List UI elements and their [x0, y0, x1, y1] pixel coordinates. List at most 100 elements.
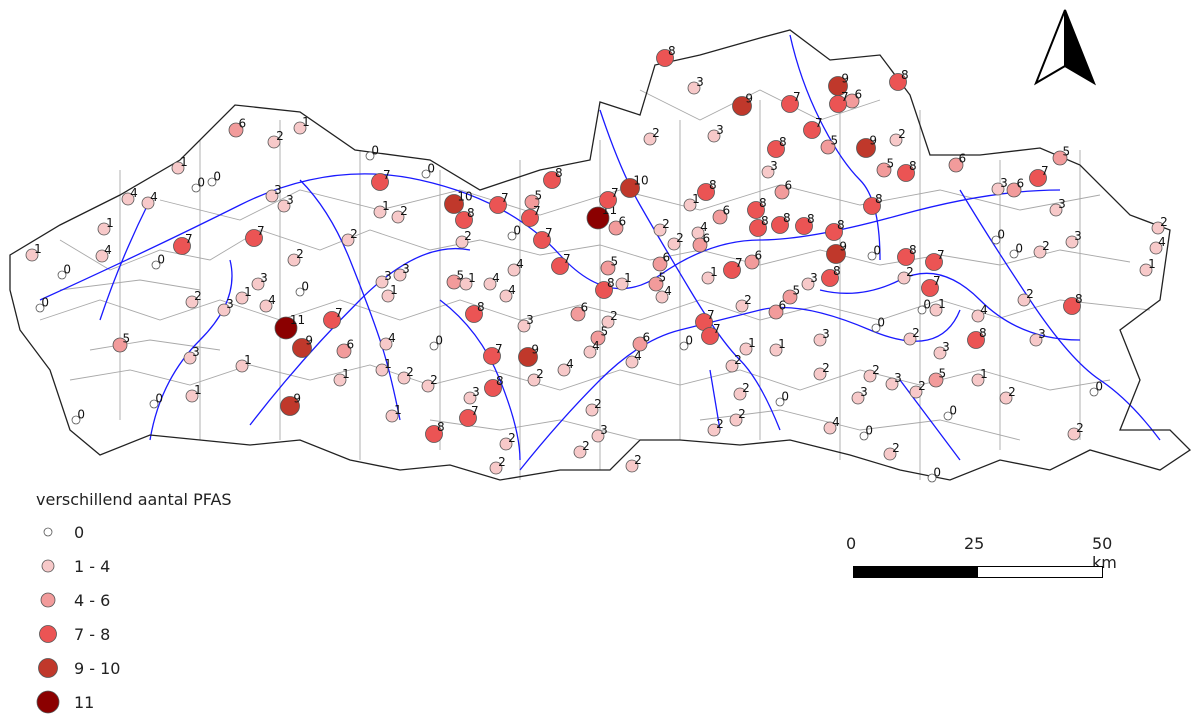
site-circle [801, 277, 815, 291]
site-marker: 6 [652, 251, 670, 272]
site-circle [217, 303, 231, 317]
site-circle [921, 279, 939, 297]
site-marker: 3 [1065, 229, 1082, 249]
site-label: 7 [841, 90, 849, 104]
site-marker: 6 [768, 299, 786, 320]
site-marker: 1 [333, 367, 350, 387]
site-circle [903, 332, 917, 346]
site-marker: 9 [280, 392, 301, 416]
site-circle [267, 135, 281, 149]
site-label: 8 [833, 264, 841, 278]
site-label: 8 [909, 243, 917, 257]
site-marker: 0 [421, 162, 435, 179]
site-marker: 0 [867, 244, 881, 261]
site-label: 11 [290, 313, 305, 327]
site-circle [769, 343, 783, 357]
site-marker: 1 [459, 271, 476, 291]
site-label: 1 [710, 265, 718, 279]
site-marker: 4 [507, 257, 524, 277]
legend-row: 4 - 6 [36, 583, 232, 617]
site-label: 2 [742, 381, 750, 395]
site-marker: 1 [235, 285, 252, 305]
site-label: 0 [923, 298, 931, 312]
site-label: 2 [610, 309, 618, 323]
site-label: 3 [810, 271, 818, 285]
scale-bar: 0 25 50 km [846, 534, 1117, 584]
site-circle [455, 211, 473, 229]
legend-row: 1 - 4 [36, 549, 232, 583]
site-marker: 8 [825, 218, 845, 241]
site-label: 9 [531, 343, 539, 357]
site-circle [625, 459, 639, 473]
site-label: 0 [213, 170, 221, 184]
site-marker: 6 [712, 204, 730, 225]
site-marker: 2 [391, 204, 408, 224]
site-circle [782, 289, 798, 305]
site-label: 4 [508, 283, 516, 297]
site-label: 8 [668, 44, 676, 58]
site-label: 4 [388, 331, 396, 345]
site-marker: 0 [149, 392, 163, 409]
site-marker: 1 [375, 357, 392, 377]
site-marker: 1 [97, 216, 114, 236]
site-circle [723, 261, 741, 279]
site-marker: 1 [385, 403, 402, 423]
site-marker: 4 [95, 243, 112, 263]
site-label: 2 [738, 407, 746, 421]
site-circle [25, 248, 39, 262]
site-marker: 3 [217, 297, 234, 317]
site-marker: 8 [897, 159, 917, 182]
site-marker: 8 [543, 166, 563, 189]
site-marker: 2 [707, 417, 724, 437]
site-label: 4 [104, 243, 112, 257]
scale-track [853, 566, 1103, 578]
legend-row: 11 [36, 685, 232, 719]
site-marker: 1 [971, 367, 988, 387]
site-circle [235, 359, 249, 373]
site-circle [826, 244, 846, 264]
rivers [39, 34, 1161, 471]
site-label: 3 [526, 313, 534, 327]
site-marker: 2 [889, 127, 906, 147]
site-circle [774, 184, 790, 200]
site-marker: 5 [600, 255, 618, 276]
site-label: 5 [610, 255, 618, 269]
site-circle [280, 396, 300, 416]
site-marker: 7 [521, 204, 541, 227]
site-circle [749, 219, 767, 237]
site-label: 5 [658, 271, 666, 285]
site-marker: 3 [1029, 327, 1046, 347]
site-circle [813, 333, 827, 347]
site-label: 6 [346, 338, 354, 352]
site-label: 9 [869, 134, 877, 148]
site-label: 2 [898, 127, 906, 141]
site-label: 2 [912, 326, 920, 340]
site-circle [643, 132, 657, 146]
site-marker: 3 [277, 193, 294, 213]
site-marker: 2 [653, 217, 670, 237]
site-circle [483, 277, 497, 291]
site-marker: 1 [615, 271, 632, 291]
site-marker: 0 [859, 424, 873, 441]
site-circle [771, 216, 789, 234]
site-label: 3 [716, 123, 724, 137]
site-label: 2 [464, 229, 472, 243]
site-label: 8 [837, 218, 845, 232]
site-label: 8 [1075, 292, 1083, 306]
site-circle [1063, 297, 1081, 315]
legend-symbol [41, 559, 55, 573]
legend-label: 11 [74, 692, 95, 712]
site-label: 9 [745, 92, 753, 106]
site-circle [543, 171, 561, 189]
site-circle [507, 263, 521, 277]
site-marker: 5 [524, 189, 542, 210]
site-marker: 2 [909, 379, 926, 399]
site-marker: 6 [692, 232, 710, 253]
site-label: 2 [662, 217, 670, 231]
site-marker: 4 [379, 331, 396, 351]
site-marker: 3 [517, 313, 534, 333]
site-label: 2 [194, 289, 202, 303]
site-circle [1052, 150, 1068, 166]
site-marker: 2 [1033, 239, 1050, 259]
site-marker: 3 [463, 385, 480, 405]
